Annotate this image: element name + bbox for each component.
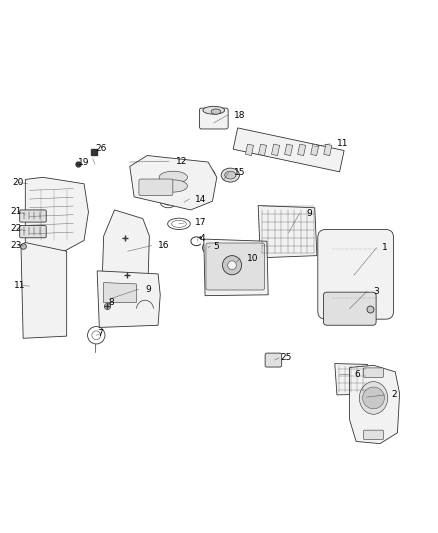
Text: 17: 17 (195, 219, 207, 228)
Circle shape (223, 256, 242, 275)
Text: 3: 3 (374, 287, 379, 296)
Text: 16: 16 (158, 241, 170, 250)
Polygon shape (272, 144, 279, 156)
Text: 11: 11 (14, 281, 26, 290)
Ellipse shape (159, 180, 187, 192)
Polygon shape (233, 128, 344, 172)
Text: 10: 10 (247, 254, 259, 263)
Ellipse shape (225, 171, 236, 179)
Polygon shape (245, 144, 254, 156)
Text: 15: 15 (234, 168, 246, 177)
Polygon shape (21, 243, 67, 338)
FancyBboxPatch shape (323, 292, 376, 325)
Text: 9: 9 (145, 285, 151, 294)
FancyBboxPatch shape (139, 179, 173, 196)
Text: 7: 7 (97, 329, 103, 338)
Ellipse shape (211, 109, 221, 114)
Polygon shape (25, 177, 88, 254)
Text: 23: 23 (10, 241, 21, 249)
Circle shape (363, 387, 385, 409)
Polygon shape (258, 206, 317, 258)
FancyBboxPatch shape (318, 230, 393, 319)
Ellipse shape (221, 168, 240, 182)
FancyBboxPatch shape (364, 368, 384, 377)
Text: 5: 5 (214, 241, 219, 251)
Text: 19: 19 (78, 158, 89, 166)
Text: 21: 21 (10, 207, 21, 216)
Text: 26: 26 (95, 144, 106, 154)
Ellipse shape (200, 171, 212, 179)
Ellipse shape (203, 107, 225, 114)
Text: 20: 20 (12, 178, 24, 187)
Ellipse shape (159, 171, 187, 183)
FancyBboxPatch shape (20, 210, 46, 222)
Text: 25: 25 (280, 353, 291, 362)
FancyBboxPatch shape (20, 225, 46, 238)
Circle shape (228, 261, 237, 270)
Polygon shape (350, 365, 399, 443)
Circle shape (202, 242, 214, 254)
Polygon shape (104, 282, 136, 303)
Polygon shape (102, 210, 149, 317)
Text: 14: 14 (195, 195, 206, 204)
Ellipse shape (359, 382, 388, 414)
Polygon shape (130, 156, 217, 210)
FancyBboxPatch shape (265, 353, 282, 367)
Polygon shape (335, 364, 370, 395)
FancyBboxPatch shape (364, 430, 384, 440)
Ellipse shape (197, 168, 215, 182)
Text: 22: 22 (10, 224, 21, 233)
Text: 4: 4 (199, 233, 205, 243)
Polygon shape (285, 144, 293, 156)
Text: 18: 18 (234, 110, 246, 119)
Text: 12: 12 (176, 157, 187, 166)
Text: 9: 9 (306, 209, 312, 218)
Text: 8: 8 (108, 298, 114, 306)
Text: 6: 6 (354, 370, 360, 379)
Polygon shape (204, 239, 268, 296)
Text: 1: 1 (382, 243, 388, 252)
Polygon shape (298, 144, 306, 156)
Circle shape (205, 245, 211, 251)
Polygon shape (311, 144, 319, 156)
Text: 11: 11 (336, 139, 348, 148)
FancyBboxPatch shape (206, 243, 265, 290)
Text: 2: 2 (391, 390, 396, 399)
FancyBboxPatch shape (199, 108, 228, 129)
Polygon shape (258, 144, 267, 156)
Polygon shape (97, 271, 160, 327)
Polygon shape (324, 144, 332, 156)
